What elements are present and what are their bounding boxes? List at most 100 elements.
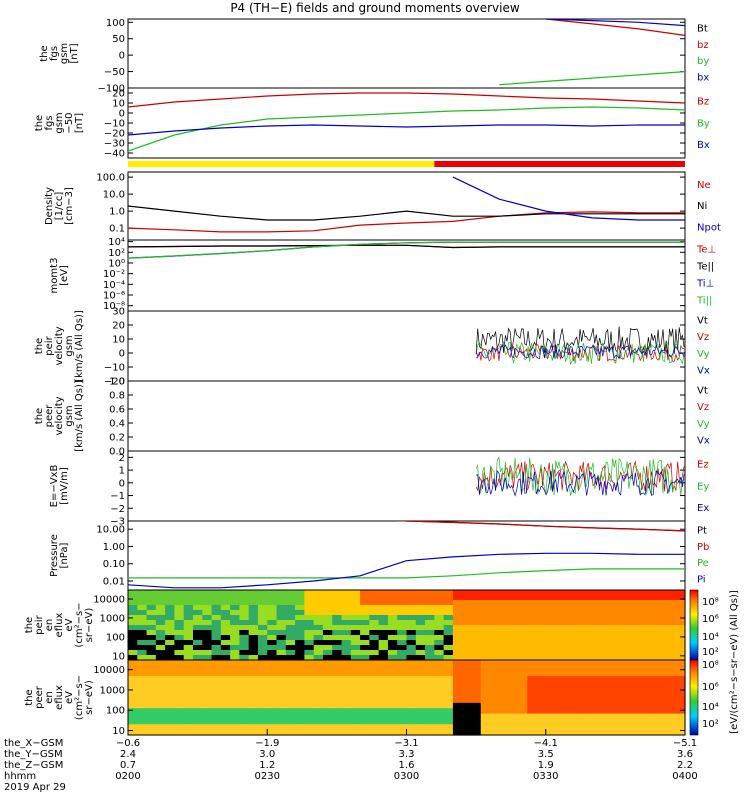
- y-axis-label: eflux: [54, 685, 65, 710]
- panel-peir_spec: 10000 1000 100 10 the peir en eflux eV (cm²−s− sr−…: [24, 589, 686, 662]
- y-axis-label: [nT]: [74, 113, 85, 133]
- legend-bz: bz: [697, 40, 709, 51]
- legend-ni: Ni: [697, 201, 707, 212]
- mode-bar: [128, 161, 685, 167]
- y-tick-label: −10: [104, 363, 125, 374]
- date-label: 2019 Apr 29: [4, 782, 66, 793]
- y-tick-label: 0: [119, 109, 125, 120]
- y-tick-label: 100: [106, 18, 125, 29]
- x-tick-label: 0330: [533, 771, 558, 782]
- x-tick-label: −4.1: [534, 738, 558, 749]
- x-row-label: the_X−GSM: [4, 738, 63, 749]
- y-tick-label: 10⁰: [108, 258, 125, 269]
- y-tick-label: −1: [110, 491, 125, 502]
- legend-ex: Ex: [697, 503, 709, 514]
- y-tick-label: −50: [104, 67, 125, 78]
- legend-vz: Vz: [697, 332, 709, 343]
- y-tick-label: −40: [104, 149, 125, 160]
- y-tick-label: −20: [104, 129, 125, 140]
- legend-pt: Pt: [697, 525, 707, 536]
- y-axis-label: (cm²−s−: [74, 675, 85, 720]
- legend-vt: Vt: [697, 316, 708, 327]
- legend-ey: Ey: [697, 481, 709, 492]
- legend-vz: Vz: [697, 402, 709, 413]
- panel-efield: 2 10 −1 −2 −3 E=−VxB [mV/m] Ez Ey Ex: [49, 450, 709, 528]
- y-axis-label: the: [34, 338, 45, 354]
- y-tick-label: 0.10: [103, 559, 125, 570]
- panel-density: 100.0 10.0 1.0 0.1 Density [1/cc] [cm−3] Ne Ni Np…: [44, 171, 721, 241]
- legend-te: Te⊥: [696, 245, 716, 256]
- colorbar-tick: 10⁸: [702, 660, 719, 671]
- y-tick-label: −2: [110, 504, 125, 515]
- y-tick-label: 10⁻⁴: [103, 280, 125, 291]
- y-axis-label: [eV]: [59, 265, 70, 286]
- y-axis-label: sr−eV): [84, 680, 95, 715]
- legend-bx: bx: [697, 73, 709, 84]
- y-tick-label: 20: [112, 89, 125, 100]
- y-tick-label: 1.0: [109, 207, 125, 218]
- series-line: [128, 241, 685, 259]
- y-axis-label: [nPa]: [59, 542, 70, 568]
- y-axis-label: momt3: [49, 258, 60, 294]
- x-tick-label: 2.4: [120, 749, 136, 760]
- x-tick-label: 3.6: [677, 749, 693, 760]
- series-line: [128, 124, 685, 136]
- colorbar-tick: 10²: [702, 719, 719, 730]
- panel-pressure: 10.00 1.00 0.10 0.01 Pressure [nPa] Pt Pb Pe Pi: [49, 520, 709, 591]
- y-tick-label: 0: [119, 349, 125, 360]
- y-axis-label: velocity: [54, 326, 65, 365]
- y-axis-label: [mV/m]: [59, 467, 70, 505]
- series-line: [452, 176, 685, 221]
- series-line: [475, 456, 685, 496]
- y-tick-label: 20: [112, 321, 125, 332]
- colorbar-tick: 10⁴: [702, 632, 719, 643]
- legend-ez: Ez: [697, 459, 709, 470]
- series-line: [475, 344, 685, 360]
- y-axis-label: [km/s (All Qs)]: [74, 380, 85, 452]
- legend-vx: Vx: [697, 436, 710, 447]
- y-axis-label: the: [34, 408, 45, 424]
- y-tick-label: 0: [119, 51, 125, 62]
- legend-by: By: [697, 118, 710, 129]
- x-tick-label: −5.1: [673, 738, 697, 749]
- y-axis-label: Density: [44, 187, 55, 225]
- y-axis-label: peer: [34, 685, 45, 709]
- series-line: [499, 71, 685, 86]
- y-axis-label: eV: [64, 691, 75, 704]
- legend-vy: Vy: [697, 349, 710, 360]
- legend-vt: Vt: [697, 386, 708, 397]
- series-line: [545, 19, 685, 27]
- series-line: [475, 340, 685, 366]
- y-axis-label: the: [24, 617, 35, 633]
- y-axis-label: the: [39, 45, 50, 61]
- y-axis-label: fgs: [49, 46, 60, 61]
- legend-ne: Ne: [697, 180, 711, 191]
- y-tick-label: 1000: [100, 613, 125, 624]
- y-axis-label: [nT]: [69, 43, 80, 63]
- x-tick-label: 0230: [255, 771, 280, 782]
- colorbar-tick: 10⁴: [702, 702, 719, 713]
- colorbar-tick: 10²: [702, 647, 719, 658]
- panel-peir_velocity: 30 20 10 0 −10 −20 the peir velocity gsm [km/s (Al…: [34, 307, 710, 388]
- legend-pb: Pb: [697, 542, 709, 553]
- y-tick-label: 0.0: [109, 447, 125, 458]
- legend-bt: Bt: [697, 23, 708, 34]
- y-tick-label: 10: [112, 335, 125, 346]
- x-tick-label: 3.0: [259, 749, 275, 760]
- y-tick-label: 0: [119, 478, 125, 489]
- legend-bz: Bz: [697, 96, 709, 107]
- y-tick-label: 10.00: [96, 525, 125, 536]
- y-axis-label: (cm²−s−: [74, 602, 85, 647]
- y-axis-label: eV: [64, 618, 75, 631]
- series-line: [128, 552, 685, 589]
- legend-pe: Pe: [697, 558, 709, 569]
- y-axis-label: the: [34, 115, 45, 131]
- x-tick-label: 1.9: [538, 760, 554, 771]
- y-tick-label: 0.2: [109, 433, 125, 444]
- x-tick-label: 1.6: [399, 760, 415, 771]
- colorbar-tick: 10⁶: [702, 614, 719, 625]
- series-line: [128, 92, 685, 108]
- y-tick-label: 100: [106, 706, 125, 717]
- series-line: [128, 205, 685, 221]
- y-axis-label: E=−VxB: [49, 465, 60, 508]
